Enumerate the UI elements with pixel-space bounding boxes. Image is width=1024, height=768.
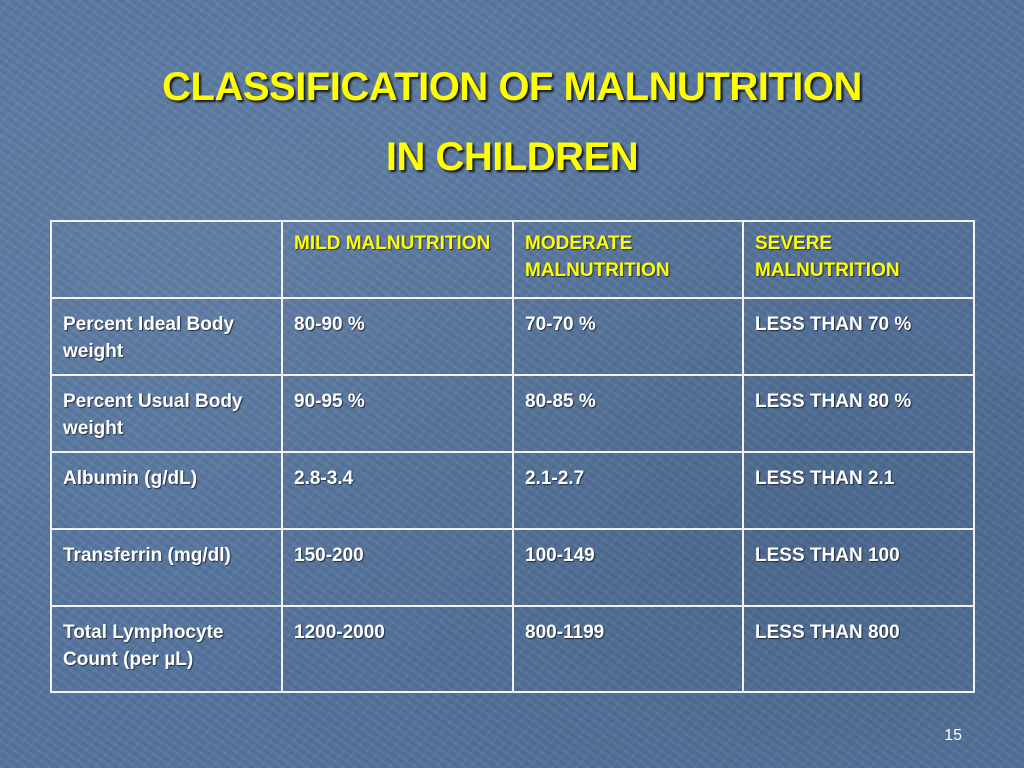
page-number: 15 — [944, 727, 962, 744]
table-row: Percent Usual Body weight 90-95 % 80-85 … — [50, 374, 975, 453]
slide-title-line-1: CLASSIFICATION OF MALNUTRITION — [162, 65, 862, 109]
cell-mild: 2.8-3.4 — [281, 451, 514, 530]
table-row: Total Lymphocyte Count (per µL) 1200-200… — [50, 605, 975, 693]
cell-severe: LESS THAN 2.1 — [742, 451, 975, 530]
row-label: Percent Ideal Body weight — [50, 297, 283, 376]
row-label: Total Lymphocyte Count (per µL) — [50, 605, 283, 693]
row-label: Percent Usual Body weight — [50, 374, 283, 453]
cell-severe: LESS THAN 800 — [742, 605, 975, 693]
cell-mild: 150-200 — [281, 528, 514, 607]
cell-moderate: 100-149 — [512, 528, 744, 607]
table-row: Percent Ideal Body weight 80-90 % 70-70 … — [50, 297, 975, 376]
table-row: Transferrin (mg/dl) 150-200 100-149 LESS… — [50, 528, 975, 607]
table-header-row: MILD MALNUTRITION MODERATE MALNUTRITION … — [50, 220, 975, 299]
cell-moderate: 70-70 % — [512, 297, 744, 376]
cell-mild: 80-90 % — [281, 297, 514, 376]
row-label: Transferrin (mg/dl) — [50, 528, 283, 607]
cell-mild: 90-95 % — [281, 374, 514, 453]
cell-mild: 1200-2000 — [281, 605, 514, 693]
header-cell-severe: SEVERE MALNUTRITION — [742, 220, 975, 299]
cell-moderate: 2.1-2.7 — [512, 451, 744, 530]
header-cell-empty — [50, 220, 283, 299]
slide-title: CLASSIFICATION OF MALNUTRITION IN CHILDR… — [0, 52, 1024, 192]
cell-severe: LESS THAN 70 % — [742, 297, 975, 376]
malnutrition-table: MILD MALNUTRITION MODERATE MALNUTRITION … — [50, 220, 975, 693]
cell-moderate: 800-1199 — [512, 605, 744, 693]
row-label: Albumin (g/dL) — [50, 451, 283, 530]
header-cell-mild: MILD MALNUTRITION — [281, 220, 514, 299]
cell-moderate: 80-85 % — [512, 374, 744, 453]
cell-severe: LESS THAN 80 % — [742, 374, 975, 453]
slide-title-line-2: IN CHILDREN — [385, 135, 639, 179]
header-cell-moderate: MODERATE MALNUTRITION — [512, 220, 744, 299]
table-row: Albumin (g/dL) 2.8-3.4 2.1-2.7 LESS THAN… — [50, 451, 975, 530]
cell-severe: LESS THAN 100 — [742, 528, 975, 607]
